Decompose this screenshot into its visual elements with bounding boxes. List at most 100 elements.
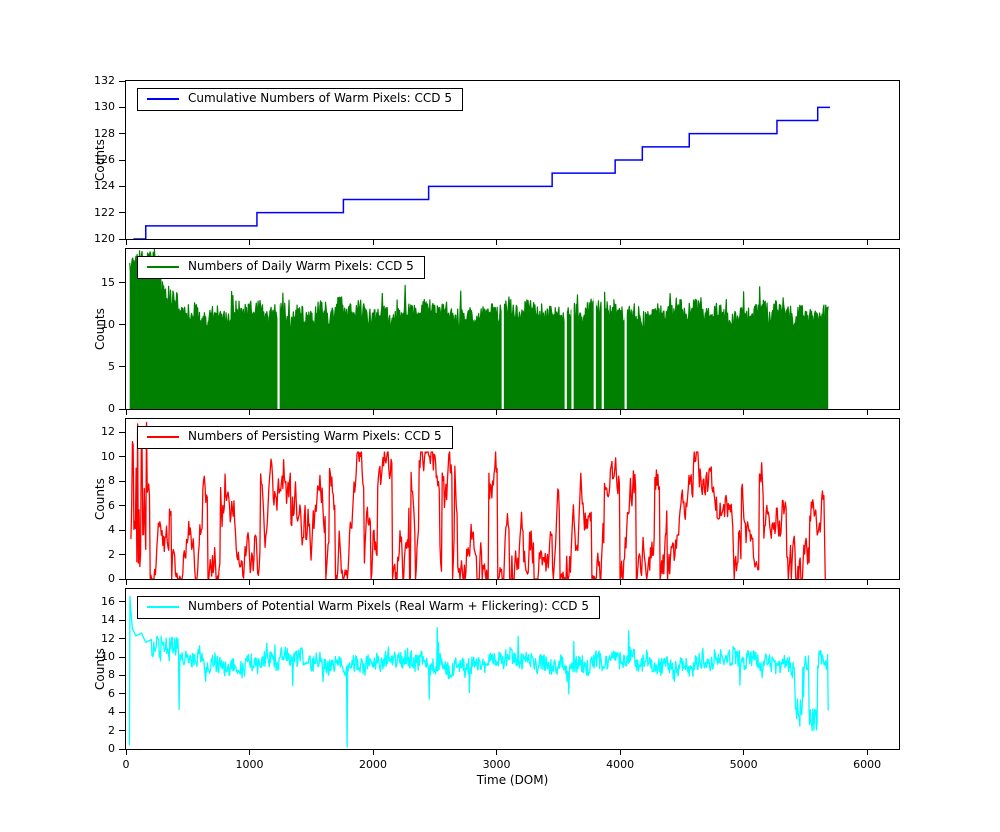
- y-tick: [119, 578, 125, 580]
- x-tick: [866, 240, 868, 245]
- y-tick: [119, 366, 125, 368]
- y-tick-label: 4: [108, 705, 115, 719]
- y-tick-label: 0: [108, 742, 115, 755]
- x-tick: [866, 750, 868, 755]
- x-tick: [866, 580, 868, 585]
- x-tick: [743, 580, 745, 585]
- y-tick-label: 16: [101, 594, 115, 608]
- y-tick: [119, 431, 125, 433]
- y-tick: [119, 133, 125, 135]
- x-tick: [496, 240, 498, 245]
- legend-line-sample: [147, 265, 179, 268]
- y-tick: [119, 730, 125, 732]
- series-line: [128, 595, 829, 748]
- y-tick-label: 130: [94, 100, 115, 114]
- x-tick-label: 0: [122, 758, 130, 771]
- x-tick: [496, 410, 498, 415]
- series-fill: [129, 249, 829, 409]
- x-tick: [125, 750, 127, 755]
- y-tick-label: 12: [101, 631, 115, 645]
- y-tick-label: 126: [94, 153, 115, 166]
- legend-cumulative: Cumulative Numbers of Warm Pixels: CCD 5: [137, 88, 463, 111]
- x-tick: [496, 580, 498, 585]
- x-tick: [743, 240, 745, 245]
- cumulative-series-canvas: [133, 106, 831, 239]
- y-tick-label: 2: [108, 723, 115, 737]
- series-line: [130, 421, 826, 579]
- y-tick: [119, 80, 125, 82]
- y-tick-label: 122: [94, 205, 115, 219]
- x-tick-label: 5000: [729, 758, 758, 771]
- subplot-potential-warm-pixels: Counts Numbers of Potential Warm Pixels …: [93, 588, 900, 750]
- y-tick-label: 6: [108, 498, 115, 512]
- y-tick: [119, 693, 125, 695]
- persisting-series-canvas: [130, 421, 826, 579]
- y-tick-label: 14: [101, 613, 115, 627]
- legend-potential: Numbers of Potential Warm Pixels (Real W…: [137, 596, 600, 619]
- data-gap: [601, 277, 604, 409]
- x-tick: [125, 410, 127, 415]
- x-tick: [743, 410, 745, 415]
- legend-line-sample: [147, 97, 179, 100]
- subplot-daily-warm-pixels: Counts Numbers of Daily Warm Pixels: CCD…: [93, 248, 900, 410]
- legend-label: Numbers of Persisting Warm Pixels: CCD 5: [188, 429, 442, 443]
- daily-series-canvas: [129, 249, 829, 409]
- y-tick-label: 15: [101, 275, 115, 289]
- x-tick-label: 3000: [482, 758, 511, 771]
- y-tick: [119, 480, 125, 482]
- y-tick: [119, 748, 125, 750]
- legend-persisting: Numbers of Persisting Warm Pixels: CCD 5: [137, 426, 453, 449]
- x-tick: [496, 750, 498, 755]
- y-tick: [119, 656, 125, 658]
- y-tick: [119, 505, 125, 507]
- y-tick-label: 0: [108, 402, 115, 415]
- y-tick-label: 10: [101, 650, 115, 664]
- x-tick: [372, 750, 374, 755]
- y-tick-label: 128: [94, 126, 115, 140]
- y-tick: [119, 638, 125, 640]
- y-tick: [119, 619, 125, 621]
- legend-label: Numbers of Daily Warm Pixels: CCD 5: [188, 259, 414, 273]
- y-tick: [119, 711, 125, 713]
- y-tick: [119, 212, 125, 214]
- y-tick: [119, 456, 125, 458]
- y-tick: [119, 554, 125, 556]
- y-tick: [119, 159, 125, 161]
- x-tick: [619, 750, 621, 755]
- x-tick: [372, 410, 374, 415]
- x-tick: [249, 750, 251, 755]
- y-tick-label: 0: [108, 572, 115, 585]
- x-tick: [249, 580, 251, 585]
- x-tick: [372, 240, 374, 245]
- series-step-line: [133, 106, 831, 239]
- y-tick: [119, 601, 125, 603]
- y-tick: [119, 282, 125, 284]
- data-gap: [624, 277, 627, 409]
- legend-line-sample: [147, 605, 179, 608]
- data-gap: [593, 277, 596, 409]
- y-tick-label: 120: [94, 232, 115, 245]
- x-tick-label: 1000: [235, 758, 264, 771]
- y-tick-label: 8: [108, 668, 115, 682]
- x-tick: [249, 240, 251, 245]
- legend-line-sample: [147, 435, 179, 438]
- x-tick: [619, 240, 621, 245]
- data-gap: [501, 277, 504, 409]
- subplot-persisting-warm-pixels: Counts Numbers of Persisting Warm Pixels…: [93, 418, 900, 580]
- x-tick-label: 2000: [359, 758, 388, 771]
- y-tick-label: 10: [101, 449, 115, 463]
- x-tick: [125, 240, 127, 245]
- data-gap: [277, 277, 280, 409]
- x-axis-label: Time (DOM): [476, 773, 549, 787]
- y-tick-label: 8: [108, 474, 115, 488]
- y-tick-label: 5: [108, 359, 115, 373]
- x-tick: [743, 750, 745, 755]
- y-tick: [119, 238, 125, 240]
- potential-series-canvas: [128, 595, 829, 748]
- x-tick: [372, 580, 374, 585]
- legend-label: Cumulative Numbers of Warm Pixels: CCD 5: [188, 91, 452, 105]
- y-tick: [119, 185, 125, 187]
- x-tick: [619, 580, 621, 585]
- series-line: [129, 249, 829, 363]
- y-tick: [119, 529, 125, 531]
